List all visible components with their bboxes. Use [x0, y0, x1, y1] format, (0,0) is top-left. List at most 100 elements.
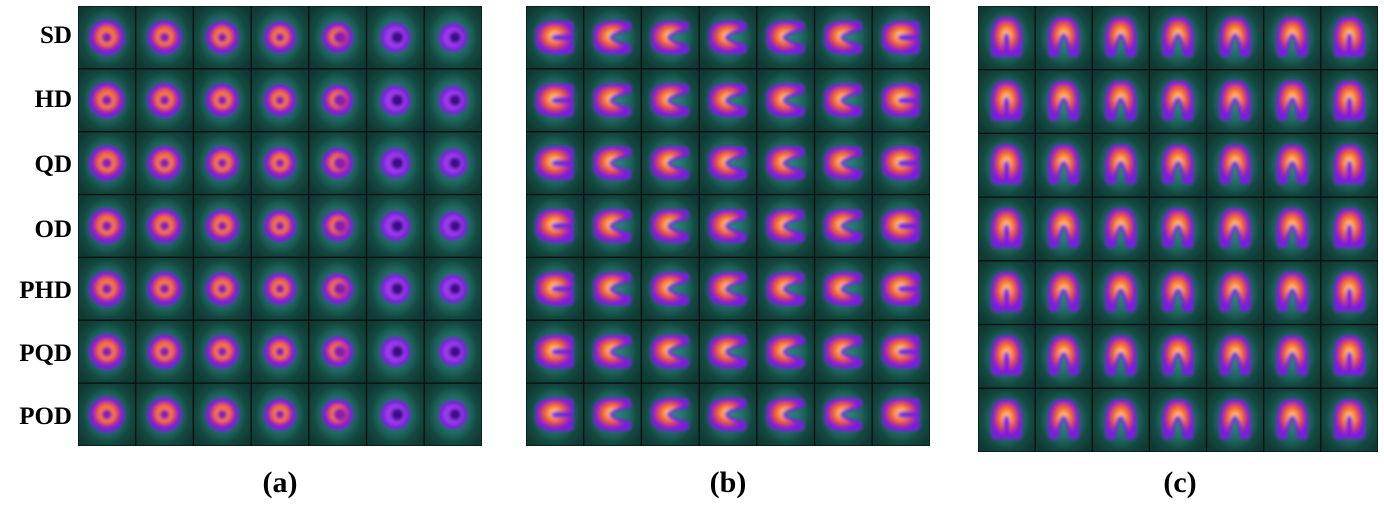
scan-thumbnail	[813, 382, 873, 446]
scan-thumbnail	[1034, 69, 1093, 135]
scan-thumbnail	[1034, 260, 1093, 326]
scan-thumbnail	[1148, 260, 1208, 326]
caption-c: (c)	[1163, 466, 1197, 499]
scan-thumbnail	[871, 193, 930, 259]
scan-thumbnail	[698, 68, 758, 133]
scan-thumbnail	[1091, 196, 1151, 262]
scan-thumbnail	[250, 319, 310, 384]
scan-thumbnail	[192, 131, 252, 196]
scan-thumbnail	[756, 6, 816, 70]
row-label-phd: PHD	[19, 277, 72, 304]
scan-thumbnail	[308, 319, 368, 384]
scan-thumbnail	[526, 256, 585, 321]
panel-b-vertical-long-axis	[526, 6, 930, 446]
scan-thumbnail	[526, 131, 585, 196]
scan-thumbnail	[1148, 6, 1208, 71]
scan-thumbnail	[365, 131, 425, 196]
scan-thumbnail	[871, 382, 930, 446]
scan-thumbnail	[423, 131, 482, 196]
scan-thumbnail	[813, 193, 873, 259]
scan-thumbnail	[526, 193, 585, 259]
scan-thumbnail	[423, 256, 482, 321]
scan-thumbnail	[1205, 387, 1265, 452]
scan-thumbnail	[423, 6, 482, 70]
scan-thumbnail	[1205, 6, 1265, 71]
scan-thumbnail	[871, 6, 930, 70]
scan-thumbnail	[698, 319, 758, 384]
scan-thumbnail	[135, 382, 195, 446]
scan-thumbnail	[583, 193, 643, 259]
panel-c-image-grid	[978, 6, 1378, 452]
scan-thumbnail	[1148, 387, 1208, 452]
scan-thumbnail	[1320, 196, 1378, 262]
scan-thumbnail	[365, 193, 425, 259]
scan-thumbnail	[423, 193, 482, 259]
scan-thumbnail	[756, 68, 816, 133]
scan-thumbnail	[1148, 196, 1208, 262]
scan-thumbnail	[365, 256, 425, 321]
scan-thumbnail	[250, 256, 310, 321]
scan-thumbnail	[78, 256, 137, 321]
scan-thumbnail	[1205, 132, 1265, 198]
scan-thumbnail	[1034, 132, 1093, 198]
scan-thumbnail	[192, 193, 252, 259]
scan-thumbnail	[192, 382, 252, 446]
scan-thumbnail	[1034, 323, 1093, 389]
scan-thumbnail	[1320, 6, 1378, 71]
scan-thumbnail	[1263, 323, 1322, 389]
scan-thumbnail	[308, 256, 368, 321]
scan-thumbnail	[308, 131, 368, 196]
scan-thumbnail	[135, 193, 195, 259]
scan-thumbnail	[1148, 323, 1208, 389]
scan-thumbnail	[1091, 387, 1151, 452]
scan-thumbnail	[871, 68, 930, 133]
scan-thumbnail	[192, 256, 252, 321]
scan-thumbnail	[1091, 6, 1151, 71]
scan-thumbnail	[698, 382, 758, 446]
scan-thumbnail	[583, 319, 643, 384]
scan-thumbnail	[978, 260, 1036, 326]
scan-thumbnail	[365, 68, 425, 133]
scan-thumbnail	[756, 319, 816, 384]
scan-thumbnail	[871, 319, 930, 384]
scan-thumbnail	[698, 256, 758, 321]
scan-thumbnail	[813, 6, 873, 70]
scan-thumbnail	[78, 382, 137, 446]
scan-thumbnail	[756, 382, 816, 446]
scan-thumbnail	[1263, 69, 1322, 135]
scan-thumbnail	[365, 6, 425, 70]
scan-thumbnail	[135, 131, 195, 196]
scan-thumbnail	[1263, 196, 1322, 262]
scan-thumbnail	[1034, 6, 1093, 71]
scan-thumbnail	[1263, 132, 1322, 198]
scan-thumbnail	[526, 6, 585, 70]
scan-thumbnail	[698, 193, 758, 259]
scan-thumbnail	[250, 68, 310, 133]
scan-thumbnail	[192, 319, 252, 384]
scan-thumbnail	[78, 319, 137, 384]
scan-thumbnail	[813, 68, 873, 133]
scan-thumbnail	[698, 131, 758, 196]
scan-thumbnail	[871, 256, 930, 321]
scan-thumbnail	[1091, 132, 1151, 198]
scan-thumbnail	[756, 193, 816, 259]
scan-thumbnail	[1205, 260, 1265, 326]
scan-thumbnail	[978, 196, 1036, 262]
scan-thumbnail	[1263, 260, 1322, 326]
scan-thumbnail	[135, 319, 195, 384]
panel-a-image-grid	[78, 6, 482, 446]
scan-thumbnail	[78, 6, 137, 70]
scan-thumbnail	[1205, 323, 1265, 389]
scan-thumbnail	[583, 68, 643, 133]
scan-thumbnail	[978, 132, 1036, 198]
scan-thumbnail	[1263, 6, 1322, 71]
scan-thumbnail	[1091, 69, 1151, 135]
scan-thumbnail	[78, 68, 137, 133]
scan-thumbnail	[813, 319, 873, 384]
scan-thumbnail	[250, 131, 310, 196]
scan-thumbnail	[871, 131, 930, 196]
panel-c-horizontal-long-axis	[978, 6, 1378, 452]
scan-thumbnail	[423, 382, 482, 446]
scan-thumbnail	[583, 131, 643, 196]
scan-thumbnail	[1320, 132, 1378, 198]
